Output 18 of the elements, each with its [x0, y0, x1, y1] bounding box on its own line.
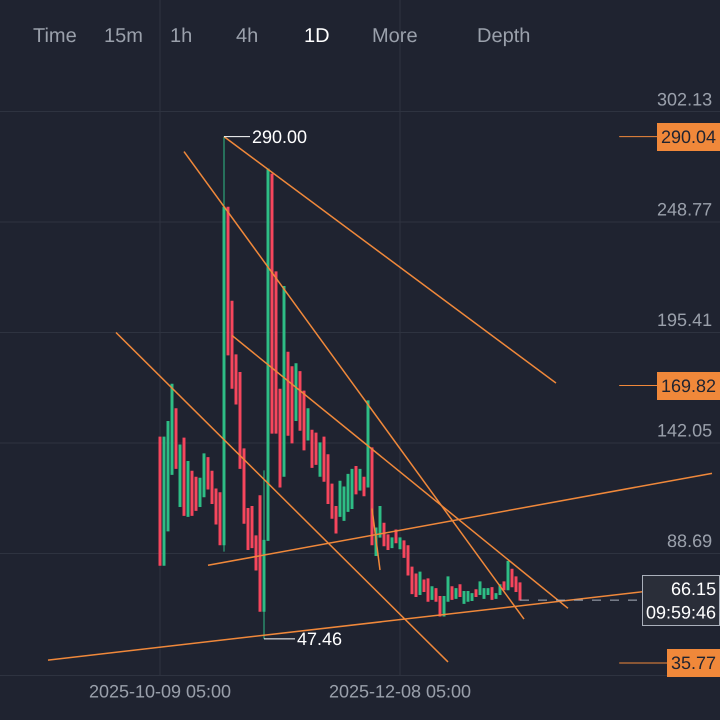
x-tick-label: 2025-12-08 05:00: [328, 682, 472, 702]
annotation: 47.46: [297, 629, 342, 649]
y-tick-label: 88.69: [667, 531, 712, 552]
annotation: 290.00: [252, 127, 308, 147]
y-tick-label: 248.77: [657, 200, 712, 220]
y-tick-label: 302.13: [657, 89, 712, 110]
annotation: More: [372, 25, 418, 47]
ref-line-label: 66.15 09:59:46: [646, 579, 716, 622]
ref-line-label: 35.77: [671, 653, 716, 673]
annotation: Time: [33, 25, 77, 47]
x-tick-label: 2025-10-09 05:00: [88, 682, 232, 702]
annotation: 15m: [104, 25, 143, 47]
y-tick-label: 195.41: [657, 310, 712, 330]
annotation: 1h: [170, 25, 192, 47]
y-tick-label: 142.05: [657, 420, 712, 441]
annotation: Depth: [477, 25, 530, 47]
annotation: 1D: [304, 25, 330, 47]
annotation: 4h: [236, 25, 258, 47]
